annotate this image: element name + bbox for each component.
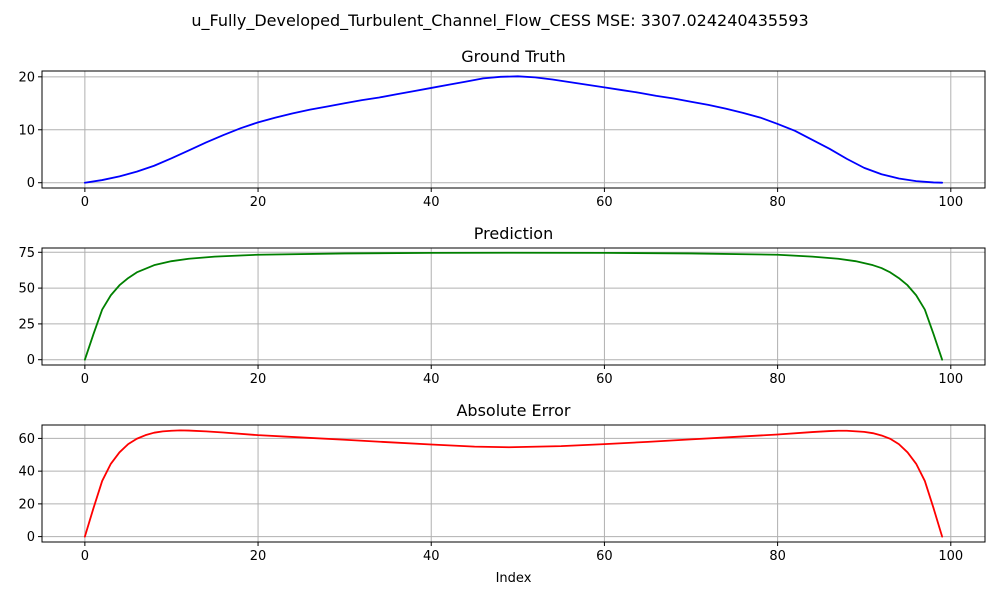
y-tick-label: 50 [18, 282, 35, 297]
x-axis-label: Index [496, 571, 532, 586]
x-tick-label: 80 [769, 372, 786, 387]
x-tick-label: 100 [938, 372, 963, 387]
x-tick-label: 20 [250, 195, 267, 210]
subplot-3: 0 20 40 60 80 100 0 20 40 60 Absolute Error Index [18, 401, 986, 586]
x-tick-label: 100 [938, 195, 963, 210]
y-tick-label: 0 [27, 353, 35, 368]
y-tick-label: 20 [18, 497, 35, 512]
y-tick-label: 60 [18, 432, 35, 447]
axes-frame [41, 247, 986, 366]
y-tick-label: 25 [18, 317, 35, 332]
series-line-1 [83, 251, 944, 361]
x-tick-label: 0 [81, 195, 89, 210]
subplot-panels: 0 20 40 60 80 100 0 10 20 Ground Truth 0 20 40 60 80 10… [18, 47, 986, 586]
x-tick-label: 60 [596, 195, 613, 210]
x-tick-label: 60 [596, 372, 613, 387]
y-tick-label: 40 [18, 465, 35, 480]
x-tick-label: 80 [769, 195, 786, 210]
axes-frame [41, 424, 986, 543]
subplot-title: Prediction [474, 224, 553, 243]
y-tick-label: 75 [18, 246, 35, 261]
x-tick-label: 40 [423, 549, 440, 564]
subplot-1: 0 20 40 60 80 100 0 10 20 Ground Truth [18, 47, 986, 210]
x-tick-label: 0 [81, 549, 89, 564]
series-line-1 [83, 75, 944, 184]
subplot-2: 0 20 40 60 80 100 0 25 50 75 Prediction [18, 224, 986, 387]
x-tick-label: 40 [423, 372, 440, 387]
figure-suptitle: u_Fully_Developed_Turbulent_Channel_Flow… [191, 11, 808, 31]
y-tick-label: 10 [18, 123, 35, 138]
subplot-title: Absolute Error [456, 401, 570, 420]
x-tick-label: 20 [250, 372, 267, 387]
y-tick-label: 0 [27, 530, 35, 545]
y-tick-label: 20 [18, 70, 35, 85]
subplot-title: Ground Truth [461, 47, 566, 66]
series-line-1 [83, 429, 944, 538]
x-tick-label: 0 [81, 372, 89, 387]
y-tick-label: 0 [27, 176, 35, 191]
x-tick-label: 40 [423, 195, 440, 210]
x-tick-label: 20 [250, 549, 267, 564]
x-tick-label: 60 [596, 549, 613, 564]
x-tick-label: 80 [769, 549, 786, 564]
x-tick-label: 100 [938, 549, 963, 564]
